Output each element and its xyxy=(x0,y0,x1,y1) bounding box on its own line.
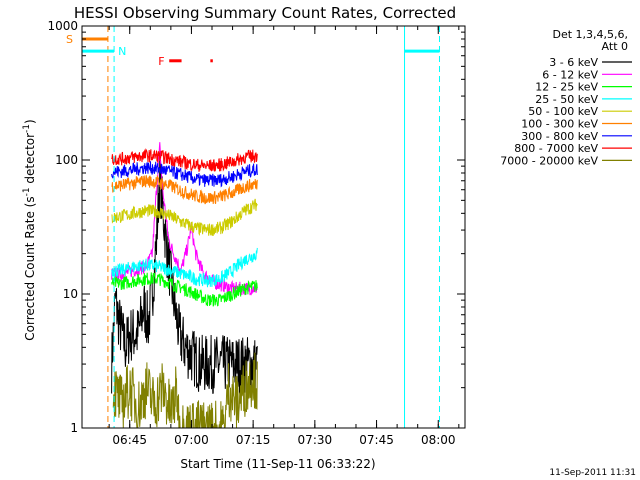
series-line-3-6-kev xyxy=(111,152,258,394)
x-tick-label-07-00: 07:00 xyxy=(174,433,209,447)
x-axis: 06:45 07:00 07:15 07:30 07:45 08:00 xyxy=(108,26,460,447)
y-axis-label: Corrected Count Rate (s-1 detector-1) xyxy=(22,119,37,340)
series-line-100-300-kev xyxy=(111,174,258,205)
legend-label-6-12-kev: 6 - 12 keV xyxy=(542,68,598,81)
series-line-50-100-kev xyxy=(111,198,258,237)
x-axis-label: Start Time (11-Sep-11 06:33:22) xyxy=(180,457,375,471)
legend-label-800-7000-kev: 800 - 7000 keV xyxy=(514,142,598,155)
legend-label-25-50-kev: 25 - 50 keV xyxy=(535,93,598,106)
chart-title: HESSI Observing Summary Count Rates, Cor… xyxy=(74,4,456,22)
x-tick-label-06-45: 06:45 xyxy=(112,433,147,447)
y-tick-label-10: 10 xyxy=(63,287,78,301)
y-tick-label-1000: 1000 xyxy=(47,19,78,33)
series-line-300-800-kev xyxy=(111,161,258,188)
plot-frame xyxy=(81,25,466,429)
legend-label-50-100-kev: 50 - 100 keV xyxy=(528,105,598,118)
legend-label-12-25-kev: 12 - 25 keV xyxy=(535,81,598,94)
series-line-25-50-kev xyxy=(111,247,258,288)
series-line-12-25-kev xyxy=(111,272,258,307)
legend-label-300-800-kev: 300 - 800 keV xyxy=(521,130,598,143)
y-tick-label-100: 100 xyxy=(55,153,78,167)
saa-label: S xyxy=(66,33,73,46)
series-line-6-12-kev xyxy=(111,142,258,296)
annotation-overlays: S N F xyxy=(66,26,440,428)
y-tick-label-1: 1 xyxy=(70,421,78,435)
night-label: N xyxy=(118,45,126,58)
x-tick-label-07-15: 07:15 xyxy=(236,433,271,447)
legend-label-100-300-kev: 100 - 300 keV xyxy=(521,118,598,131)
series-line-800-7000-kev xyxy=(111,148,258,172)
legend-title-line-2: Att 0 xyxy=(602,40,628,53)
legend-title-line-1: Det 1,3,4,5,6, xyxy=(552,28,628,41)
timestamp-footer: 11-Sep-2011 11:31 xyxy=(549,468,636,478)
x-tick-label-07-45: 07:45 xyxy=(359,433,394,447)
legend-label-7000-20000-kev: 7000 - 20000 keV xyxy=(500,154,598,167)
series-curves xyxy=(111,142,258,429)
legend-label-3-6-kev: 3 - 6 keV xyxy=(549,56,598,69)
y-axis: 1 10 100 1000 xyxy=(47,19,465,435)
flare-label: F xyxy=(158,55,164,68)
x-tick-label-07-30: 07:30 xyxy=(298,433,333,447)
x-tick-label-08-00: 08:00 xyxy=(421,433,456,447)
